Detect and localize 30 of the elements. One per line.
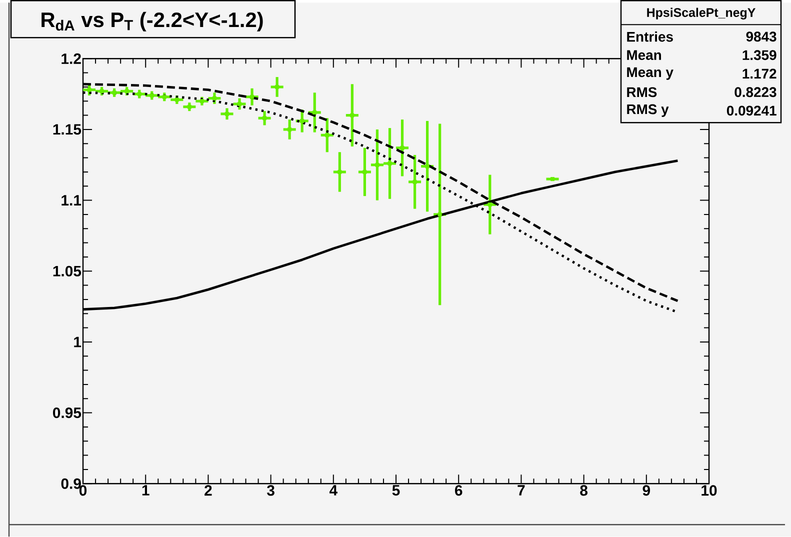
y-tick-label: 1 <box>74 336 82 347</box>
text: 9843 <box>746 32 776 42</box>
annotation: RMS y <box>627 104 669 117</box>
annotation: RMS <box>627 87 657 97</box>
x-tick-label: 2 <box>204 485 212 496</box>
chart-title: R$_{dA}$ vs P$_{T}$ (-2.2<Y<-1.2) <box>42 12 263 32</box>
x-tick-label: 7 <box>518 485 525 496</box>
y-tick-label: 1.15 <box>53 124 82 135</box>
annotation: Mean <box>627 50 661 60</box>
text: HpsiScalePt_negY <box>647 8 756 20</box>
x-tick-label: 5 <box>392 485 400 496</box>
x-tick-label: 8 <box>580 485 588 496</box>
x-tick-label: 10 <box>702 485 717 496</box>
y-tick-label: 0.9 <box>61 478 81 489</box>
text: 0.8223 <box>734 87 776 97</box>
text: 0.09241 <box>726 106 776 116</box>
text: 1.172 <box>742 68 776 78</box>
x-tick-label: 1 <box>142 485 150 496</box>
x-tick-label: 4 <box>329 485 338 496</box>
text: 1.359 <box>742 50 776 60</box>
y-tick-label: 1.1 <box>62 195 82 206</box>
x-tick-label: 9 <box>642 485 650 496</box>
text: Entries <box>627 31 673 42</box>
x-tick-label: 6 <box>455 485 462 496</box>
y-tick-label: 1.2 <box>62 53 81 64</box>
y-tick-label: 1.05 <box>53 266 82 276</box>
annotation: Mean y <box>627 67 674 80</box>
x-tick-label: 3 <box>266 485 274 496</box>
y-tick-label: 0.95 <box>53 407 82 418</box>
x-tick-label: 0 <box>79 485 87 496</box>
